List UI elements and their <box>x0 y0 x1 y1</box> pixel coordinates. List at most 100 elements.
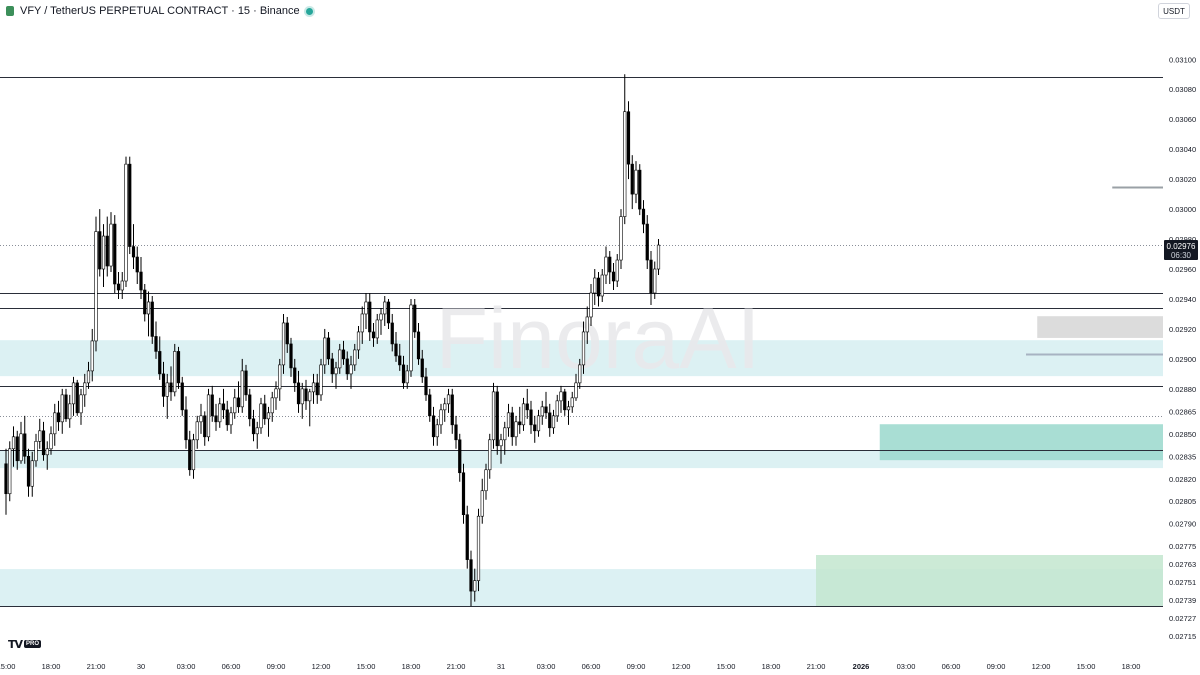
candle <box>589 284 593 326</box>
last-price-marker: 0.02976 06:30 <box>1164 240 1198 261</box>
candle <box>356 325 361 359</box>
zones-layer <box>0 316 1163 607</box>
candle <box>495 385 499 455</box>
market-status-dot-icon <box>305 7 313 15</box>
y-tick-label: 0.02960 <box>1169 265 1196 274</box>
candle-body <box>270 397 274 414</box>
candle <box>64 388 68 422</box>
candle <box>210 385 214 422</box>
candle <box>270 391 274 422</box>
candle <box>641 200 646 234</box>
candle-body <box>548 412 552 429</box>
candle <box>221 388 226 419</box>
candle <box>251 409 256 442</box>
candle-body <box>311 382 316 393</box>
candle-body <box>75 382 79 414</box>
candle-body <box>139 271 143 291</box>
candle <box>90 328 94 382</box>
candle-body <box>356 331 361 351</box>
candle-body <box>405 370 409 384</box>
candle-body <box>465 514 469 560</box>
candle <box>645 215 649 270</box>
candle <box>323 328 327 374</box>
candle-body <box>98 231 102 270</box>
candle <box>206 388 211 442</box>
candle <box>604 246 608 284</box>
candle <box>165 373 169 419</box>
candle-body <box>259 403 263 429</box>
y-tick-label: 0.02751 <box>1169 578 1196 587</box>
candle-body <box>488 439 492 471</box>
candle-body <box>529 409 533 426</box>
candle <box>49 426 53 455</box>
candle-body <box>623 111 627 217</box>
candle-body <box>379 313 383 321</box>
candle-body <box>244 370 248 396</box>
currency-button[interactable]: USDT <box>1158 3 1190 19</box>
symbol-title[interactable]: VFY / TetherUS PERPETUAL CONTRACT · 15 ·… <box>20 5 300 17</box>
candle-body <box>173 351 177 393</box>
candle-body <box>484 469 488 492</box>
candle-body <box>398 355 402 366</box>
candle-body <box>101 235 106 270</box>
tradingview-logo[interactable]: TV PRO <box>8 638 42 651</box>
candle <box>394 331 398 362</box>
candle-body <box>495 391 499 447</box>
y-tick-label: 0.03000 <box>1169 205 1196 214</box>
price-axis[interactable]: 0.03100 0.03080 0.03060 0.03040 0.03020 0.030… <box>1163 24 1200 655</box>
x-tick-label: 03:00 <box>537 662 556 671</box>
candle-body <box>454 424 458 441</box>
candle-body <box>383 301 387 315</box>
candle-body <box>353 349 357 366</box>
candle <box>285 316 289 353</box>
candle <box>60 388 64 434</box>
candle <box>53 403 57 446</box>
candle <box>566 400 571 425</box>
candle-body <box>229 412 233 426</box>
x-tick-label: 21:00 <box>87 662 106 671</box>
candle-body <box>630 163 634 195</box>
candle <box>533 415 537 443</box>
candle <box>413 298 417 338</box>
candle <box>68 394 72 428</box>
candle <box>608 251 612 284</box>
candle-body <box>214 415 218 423</box>
candle <box>476 508 481 592</box>
candle <box>630 155 634 210</box>
zone-1 <box>0 450 1163 469</box>
x-tick-label: 06:00 <box>942 662 961 671</box>
candle <box>499 433 503 464</box>
candle <box>158 336 162 380</box>
candle-body <box>334 367 338 375</box>
candle <box>94 216 98 352</box>
candle-body <box>330 358 334 375</box>
candle-body <box>521 403 526 426</box>
candle <box>480 478 484 524</box>
y-tick-label: 0.03040 <box>1169 145 1196 154</box>
candle <box>349 355 353 389</box>
candle-body <box>41 430 46 456</box>
candle-body <box>30 460 34 487</box>
candle <box>401 355 406 389</box>
candle-body <box>56 412 61 423</box>
candle-body <box>308 391 312 402</box>
candle <box>431 406 436 446</box>
candle <box>596 272 601 307</box>
candle <box>124 156 128 287</box>
x-tick-label: 15:00 <box>717 662 736 671</box>
candle-body <box>514 421 518 438</box>
candle <box>439 403 443 434</box>
time-axis[interactable]: 15:00 18:00 21:00 30 03:00 06:00 09:00 12:00 15:… <box>0 662 1140 671</box>
candle <box>56 400 61 431</box>
levels-layer <box>0 77 1163 607</box>
candle <box>405 364 409 389</box>
candle <box>143 284 147 322</box>
y-tick-label: 0.02835 <box>1169 452 1196 461</box>
candle <box>330 352 334 383</box>
candle-body <box>315 382 319 396</box>
candle-body <box>53 412 57 435</box>
candle <box>146 291 151 337</box>
candle <box>38 418 42 449</box>
candle <box>593 269 597 305</box>
